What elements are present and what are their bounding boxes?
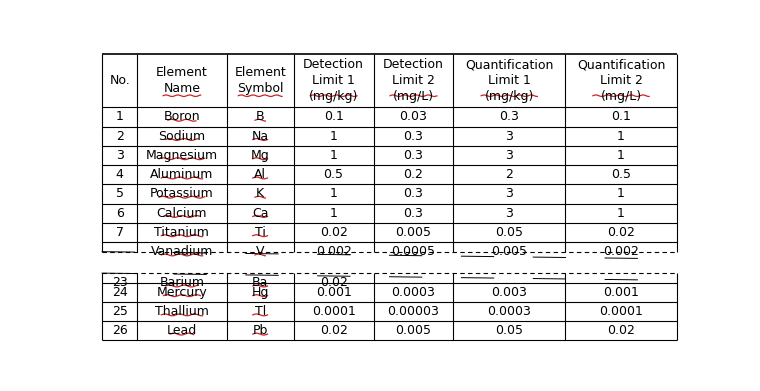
Text: Ca: Ca xyxy=(252,207,268,220)
Text: Mg: Mg xyxy=(251,149,270,162)
Text: 2: 2 xyxy=(116,130,124,143)
Text: Sodium: Sodium xyxy=(158,130,205,143)
Text: 26: 26 xyxy=(112,325,128,337)
Text: 0.3: 0.3 xyxy=(404,130,423,143)
Text: 0.005: 0.005 xyxy=(491,245,527,258)
Text: 0.02: 0.02 xyxy=(607,226,635,239)
Text: 0.03: 0.03 xyxy=(400,111,427,124)
Text: 4: 4 xyxy=(116,168,124,181)
Text: 0.5: 0.5 xyxy=(611,168,631,181)
Text: Element
Name: Element Name xyxy=(156,66,207,95)
Text: 0.3: 0.3 xyxy=(404,187,423,201)
Text: 0.2: 0.2 xyxy=(404,168,423,181)
Text: 23: 23 xyxy=(112,276,128,289)
Text: 0.3: 0.3 xyxy=(499,111,519,124)
Text: 25: 25 xyxy=(112,305,128,318)
Text: 1: 1 xyxy=(617,149,625,162)
Text: Mercury: Mercury xyxy=(157,286,207,299)
Text: 1: 1 xyxy=(617,187,625,201)
Text: Calcium: Calcium xyxy=(157,207,207,220)
Text: 0.0005: 0.0005 xyxy=(391,245,435,258)
Text: 3: 3 xyxy=(505,207,513,220)
Text: Boron: Boron xyxy=(163,111,200,124)
Text: Detection
Limit 2
(mg/L): Detection Limit 2 (mg/L) xyxy=(383,58,444,103)
Text: Na: Na xyxy=(252,130,269,143)
Text: 1: 1 xyxy=(116,111,124,124)
Text: 0.5: 0.5 xyxy=(324,168,344,181)
Text: 0.005: 0.005 xyxy=(395,226,432,239)
Text: 0.001: 0.001 xyxy=(603,286,639,299)
Text: 0.02: 0.02 xyxy=(607,325,635,337)
Text: 0.02: 0.02 xyxy=(320,276,347,289)
Text: 0.3: 0.3 xyxy=(404,207,423,220)
Text: 3: 3 xyxy=(505,130,513,143)
Text: Tl: Tl xyxy=(255,305,266,318)
Text: K: K xyxy=(256,187,264,201)
Text: Al: Al xyxy=(254,168,266,181)
Text: 0.00003: 0.00003 xyxy=(388,305,439,318)
Text: 3: 3 xyxy=(116,149,124,162)
Text: 1: 1 xyxy=(330,130,337,143)
Text: 0.3: 0.3 xyxy=(404,149,423,162)
Text: 6: 6 xyxy=(116,207,124,220)
Text: V: V xyxy=(256,245,264,258)
Text: Quantification
Limit 2
(mg/L): Quantification Limit 2 (mg/L) xyxy=(577,58,665,103)
Text: Lead: Lead xyxy=(166,325,197,337)
Text: Barium: Barium xyxy=(160,276,204,289)
Text: 0.02: 0.02 xyxy=(320,325,347,337)
Text: 3: 3 xyxy=(505,149,513,162)
Text: Titanium: Titanium xyxy=(154,226,209,239)
Text: 0.05: 0.05 xyxy=(496,325,524,337)
Text: 0.005: 0.005 xyxy=(395,325,432,337)
Text: 1: 1 xyxy=(330,187,337,201)
Text: 0.002: 0.002 xyxy=(603,245,639,258)
Text: 5: 5 xyxy=(116,187,124,201)
Text: 1: 1 xyxy=(330,207,337,220)
Text: 0.0001: 0.0001 xyxy=(599,305,643,318)
Text: Vanadium: Vanadium xyxy=(150,245,213,258)
Text: Potassium: Potassium xyxy=(150,187,214,201)
Text: 0.05: 0.05 xyxy=(496,226,524,239)
Text: Pb: Pb xyxy=(252,325,268,337)
Text: 0.0001: 0.0001 xyxy=(312,305,356,318)
Text: 3: 3 xyxy=(505,187,513,201)
Text: Hg: Hg xyxy=(252,286,269,299)
Text: B: B xyxy=(256,111,264,124)
Text: Detection
Limit 1
(mg/kg): Detection Limit 1 (mg/kg) xyxy=(303,58,364,103)
Text: 1: 1 xyxy=(617,130,625,143)
Text: 2: 2 xyxy=(505,168,513,181)
Text: Thallium: Thallium xyxy=(155,305,209,318)
Text: 0.003: 0.003 xyxy=(491,286,527,299)
Text: 1: 1 xyxy=(330,149,337,162)
Text: 1: 1 xyxy=(617,207,625,220)
Text: 7: 7 xyxy=(116,226,124,239)
Text: Element
Symbol: Element Symbol xyxy=(234,66,286,95)
Text: 0.1: 0.1 xyxy=(324,111,344,124)
Text: Quantification
Limit 1
(mg/kg): Quantification Limit 1 (mg/kg) xyxy=(465,58,553,103)
Text: 0.02: 0.02 xyxy=(320,226,347,239)
Text: Ti: Ti xyxy=(255,226,265,239)
Text: 0.1: 0.1 xyxy=(611,111,631,124)
Text: Magnesium: Magnesium xyxy=(146,149,218,162)
Text: 24: 24 xyxy=(112,286,128,299)
Text: 0.0003: 0.0003 xyxy=(391,286,435,299)
Text: 0.002: 0.002 xyxy=(315,245,352,258)
Text: 0.0003: 0.0003 xyxy=(487,305,531,318)
Text: Aluminum: Aluminum xyxy=(150,168,214,181)
Text: 0.001: 0.001 xyxy=(315,286,352,299)
Text: Ba: Ba xyxy=(252,276,268,289)
Text: No.: No. xyxy=(109,74,130,88)
